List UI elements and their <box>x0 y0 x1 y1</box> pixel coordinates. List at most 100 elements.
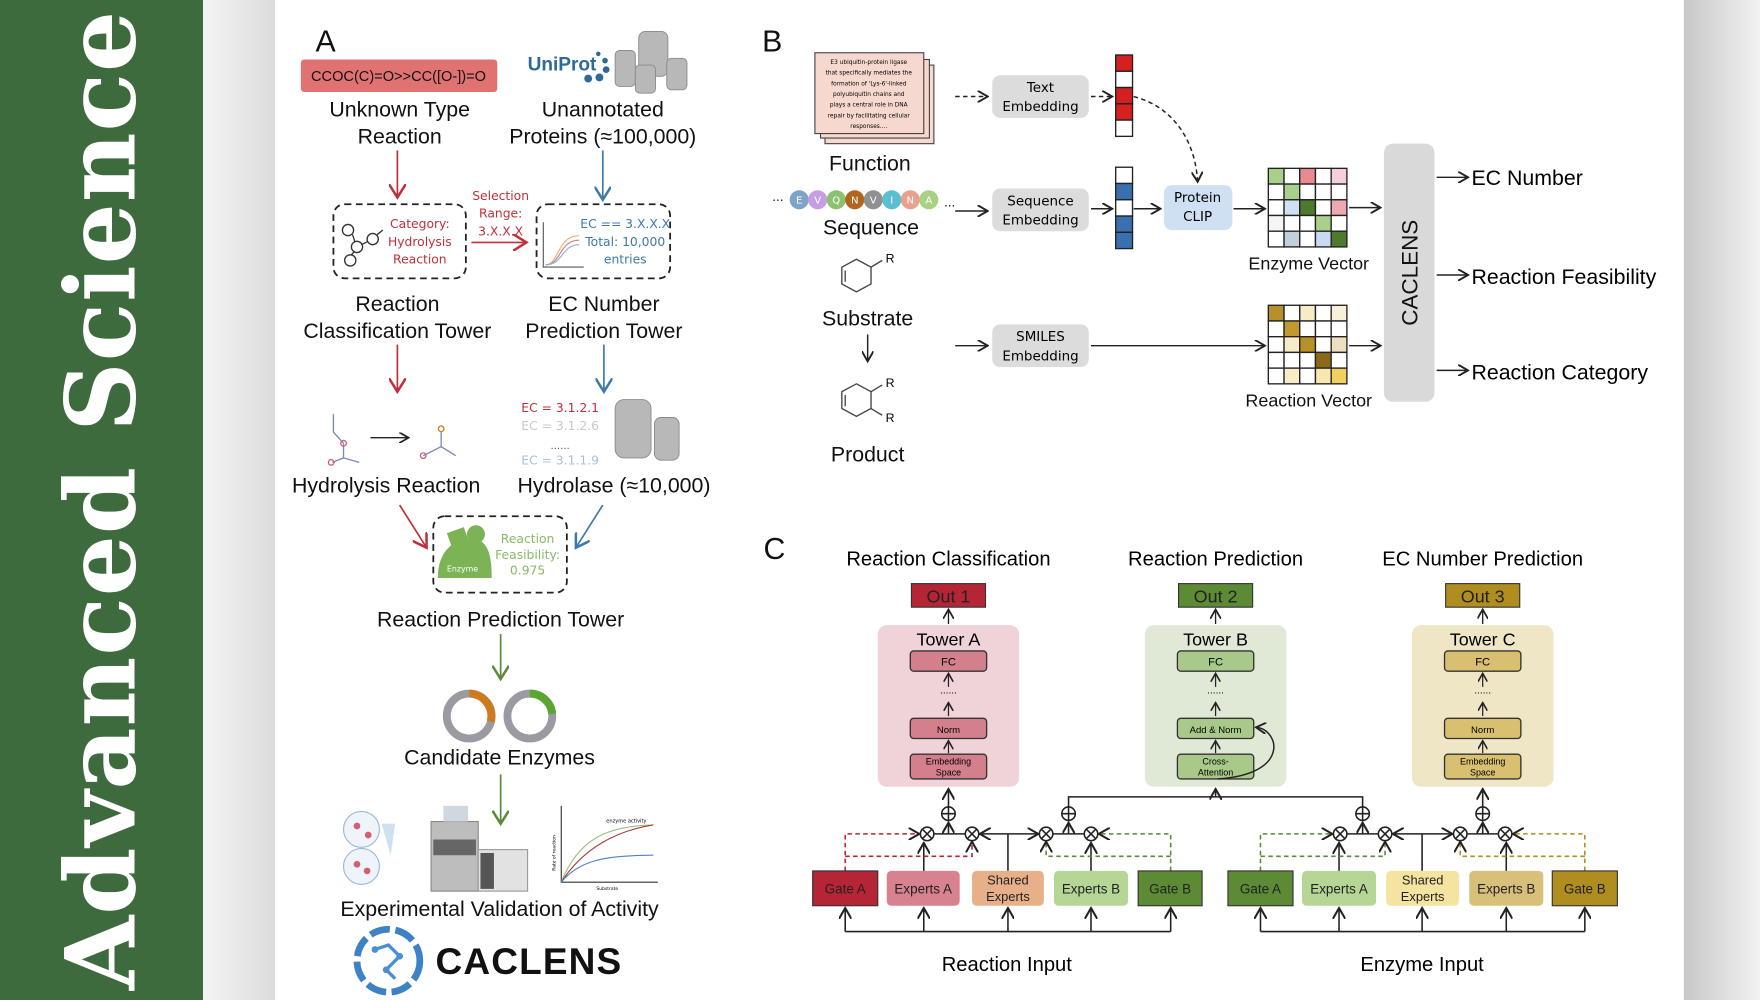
module-label: Gate B <box>1149 881 1191 896</box>
layer-label: Attention <box>1198 768 1233 778</box>
substrate-label: Substrate <box>822 306 913 330</box>
grid-cell <box>1267 199 1285 217</box>
residue-letter: Q <box>832 196 840 207</box>
module-label: Shared <box>987 872 1029 887</box>
module-label: Gate A <box>825 881 866 896</box>
selection-line3: 3.X.X.X <box>478 225 523 239</box>
function-text-line: E3 ubiquitin-protein ligase <box>830 60 907 66</box>
mini-curve-chart-icon <box>542 222 584 268</box>
text-embedding-line1: Text <box>1026 81 1054 96</box>
panel-c-label: C <box>764 533 786 566</box>
residual-arrow <box>1217 727 1275 780</box>
sequence-embedding-line1: Sequence <box>1007 194 1073 209</box>
module-gate-b: Gate B <box>1137 870 1203 907</box>
residue-bead <box>789 190 809 210</box>
protein-clip-line1: Protein <box>1174 191 1221 206</box>
database-icon <box>614 399 680 461</box>
rct-tower-line1: Reaction <box>355 292 439 316</box>
module-box <box>886 870 960 906</box>
module-experts-a: Experts A <box>886 870 960 906</box>
module-label: Experts B <box>1477 881 1535 896</box>
unannotated-line1: Unannotated <box>542 98 664 122</box>
residue-letter: V <box>870 196 877 207</box>
gate-connector <box>845 842 972 858</box>
fc-layer <box>1176 650 1255 672</box>
residue-letter: N <box>907 196 915 207</box>
module-gate-a: Gate A <box>1227 870 1294 907</box>
tower-title: Tower B <box>1183 629 1248 649</box>
category-box <box>332 203 467 280</box>
grid-cell <box>1299 304 1317 322</box>
module-shared-experts: Shared Experts <box>972 870 1044 906</box>
grid-cell <box>1299 367 1317 385</box>
connector <box>1393 834 1423 871</box>
sequence-ellipsis-left: ... <box>772 189 783 204</box>
module-label: Experts A <box>1310 881 1368 896</box>
grid-cell <box>1299 214 1317 232</box>
module-shared-experts: Shared Experts <box>1386 870 1460 906</box>
feasibility-line2: Feasibility: <box>495 548 560 562</box>
caclens-logo-icon <box>353 925 424 996</box>
grid-cell <box>1330 230 1348 248</box>
category-line2: Hydrolysis <box>388 235 452 249</box>
grid-cell <box>1330 320 1348 338</box>
norm-layer <box>1176 717 1255 740</box>
layer-label: FC <box>941 657 956 669</box>
module-label: Gate A <box>1240 881 1281 896</box>
vector-cell <box>1115 166 1134 185</box>
ec-item: EC = 3.1.1.9 <box>521 454 599 468</box>
grid-cell <box>1267 336 1285 354</box>
module-label: Experts A <box>894 881 952 896</box>
connector <box>1041 828 1052 839</box>
gate-connector <box>1259 834 1332 871</box>
svg-text:Enzyme: Enzyme <box>447 564 478 573</box>
grid-cell <box>1267 183 1285 201</box>
molecule-icon <box>341 223 384 267</box>
connector <box>1355 806 1370 821</box>
function-text-line: polyubiquitin chains and <box>833 92 905 98</box>
module-box <box>1053 870 1129 906</box>
function-label: Function <box>829 152 911 176</box>
residue-bead <box>845 190 865 210</box>
layer-label: Cross- <box>1202 756 1228 766</box>
residue-bead <box>919 190 939 210</box>
module-experts-b: Experts B <box>1053 870 1129 906</box>
residue-letter: N <box>851 196 859 207</box>
r-group: R <box>886 252 895 266</box>
ec-item: EC = 3.1.2.6 <box>521 419 599 433</box>
benzene-product-icon <box>841 383 883 418</box>
module-label: Experts B <box>1062 881 1120 896</box>
grid-cell <box>1314 199 1332 217</box>
protein-clip-line2: CLIP <box>1183 210 1212 225</box>
arrow <box>398 504 427 548</box>
text-embedding-box <box>992 75 1089 118</box>
grid-cell <box>1299 351 1317 369</box>
vector-cell <box>1115 231 1134 250</box>
layer-label: Norm <box>937 725 960 736</box>
grid-cell <box>1314 183 1332 201</box>
module-experts-a: Experts A <box>1301 870 1377 906</box>
plot-xlabel: Substrate <box>596 886 618 892</box>
tower-title: Tower A <box>917 629 981 649</box>
background-right <box>1684 0 1760 1000</box>
connector <box>1085 828 1097 839</box>
grid-cell <box>1267 351 1285 369</box>
tower-title: Tower C <box>1450 629 1516 649</box>
gate-connector <box>844 834 919 871</box>
vector-cell <box>1115 119 1134 138</box>
vector-cell <box>1115 70 1134 89</box>
gate-connector <box>1046 842 1171 858</box>
connector <box>922 828 933 839</box>
task-3: EC Number Prediction Out 3 Tower C FC......… <box>1382 549 1583 787</box>
gate-connector <box>1513 834 1586 871</box>
grid-cell <box>1299 199 1317 217</box>
caclens-logo-text: CACLENS <box>436 940 623 982</box>
arrow <box>1133 95 1198 182</box>
input-layer <box>1176 753 1255 780</box>
layer-ellipsis: ...... <box>1474 686 1491 697</box>
function-document-stack: E3 ubiquitin-protein ligase that specific… <box>814 52 935 145</box>
connection-lines <box>844 789 1586 933</box>
svg-text:UniProt: UniProt <box>528 55 597 76</box>
output-label: Out 2 <box>1194 587 1238 607</box>
